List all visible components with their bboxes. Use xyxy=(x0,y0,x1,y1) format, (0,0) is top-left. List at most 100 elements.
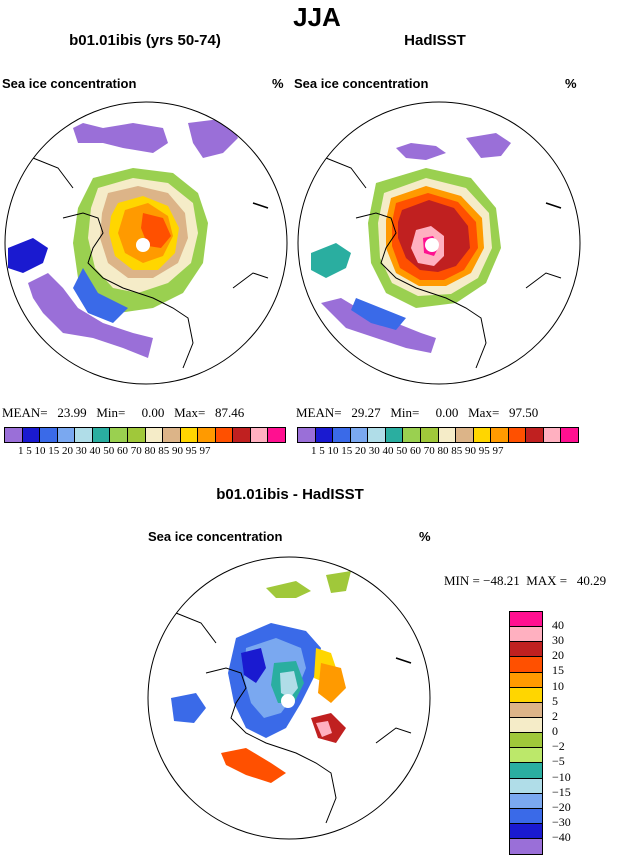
colorbar-swatch xyxy=(57,428,76,442)
left-ice-ne-purple xyxy=(188,118,238,158)
colorbar-tick-label: 30 xyxy=(552,633,564,648)
diff-sw-red xyxy=(221,748,286,783)
colorbar-swatch xyxy=(456,428,474,442)
diff-green-top xyxy=(266,581,311,598)
colorbar-swatch xyxy=(510,823,542,840)
colorbar-swatch xyxy=(333,428,351,442)
colorbar-tick-label: 0 xyxy=(552,724,558,739)
colorbar-swatch xyxy=(145,428,164,442)
right-stats: MEAN= 29.27 Min= 0.00 Max= 97.50 xyxy=(296,405,539,420)
colorbar-swatch xyxy=(473,428,492,442)
left-units-label: % xyxy=(272,76,284,91)
left-pole-hole xyxy=(136,238,150,252)
colorbar-swatch xyxy=(491,428,509,442)
diff-panel-title: b01.01ibis - HadISST xyxy=(216,486,364,503)
colorbar-swatch xyxy=(510,672,542,688)
colorbar-swatch xyxy=(510,657,542,673)
colorbar-swatch xyxy=(75,428,93,442)
colorbar-swatch xyxy=(510,702,542,718)
right-ice-ne-purple xyxy=(466,133,511,158)
colorbar-swatch xyxy=(510,627,542,643)
left-coastline xyxy=(62,212,194,369)
diff-pink-e xyxy=(316,721,332,737)
right-variable-label: Sea ice concentration xyxy=(294,76,429,91)
colorbar-swatch xyxy=(561,428,578,442)
right-polar-map xyxy=(297,101,581,385)
colorbar-tick-label: −5 xyxy=(552,754,565,769)
diff-pole-hole xyxy=(281,694,295,708)
diff-darkblue xyxy=(241,648,266,683)
colorbar-swatch xyxy=(508,428,527,442)
left-variable-label: Sea ice concentration xyxy=(2,76,137,91)
colorbar-tick-label: 2 xyxy=(552,708,558,723)
colorbar-tick-label: −15 xyxy=(552,784,571,799)
diff-variable-label: Sea ice concentration xyxy=(148,529,283,544)
colorbar-swatch xyxy=(180,428,199,442)
colorbar-tick-label: 10 xyxy=(552,678,564,693)
diff-polar-map xyxy=(147,556,431,840)
colorbar-swatch xyxy=(40,428,58,442)
season-title: JJA xyxy=(293,2,341,32)
left-ice-outer-purple xyxy=(73,123,168,153)
colorbar-swatch xyxy=(163,428,181,442)
left-ice-sw-purple xyxy=(28,273,153,358)
colorbar-tick-label: −10 xyxy=(552,769,571,784)
colorbar-swatch xyxy=(510,612,542,628)
colorbar-swatch xyxy=(215,428,234,442)
colorbar-swatch xyxy=(510,733,542,749)
colorbar-tick-label: −40 xyxy=(552,830,571,845)
right-units-label: % xyxy=(565,76,577,91)
left-ice-hudson xyxy=(8,238,48,273)
colorbar-swatch xyxy=(233,428,251,442)
colorbar-tick-label: 20 xyxy=(552,648,564,663)
colorbar-swatch xyxy=(510,763,542,779)
colorbar-swatch xyxy=(385,428,404,442)
diff-units-label: % xyxy=(419,529,431,544)
colorbar-swatch xyxy=(510,748,542,764)
diff-orange-e xyxy=(318,663,346,703)
colorbar-swatch xyxy=(543,428,562,442)
diff-cyan xyxy=(280,671,298,698)
left-polar-map xyxy=(4,101,288,385)
colorbar-tick-label: 15 xyxy=(552,663,564,678)
right-panel-title: HadISST xyxy=(404,32,466,49)
left-ice-red-orange xyxy=(141,213,171,248)
colorbar-swatch xyxy=(510,808,542,824)
colorbar-swatch xyxy=(127,428,146,442)
colorbar-swatch xyxy=(22,428,41,442)
right-colorbar-labels: 1 5 10 15 20 30 40 50 60 70 80 85 90 95 … xyxy=(311,445,504,457)
colorbar-swatch xyxy=(368,428,386,442)
colorbar-tick-label: −30 xyxy=(552,814,571,829)
colorbar-tick-label: −2 xyxy=(552,739,565,754)
colorbar-swatch xyxy=(438,428,457,442)
left-panel-title: b01.01ibis (yrs 50-74) xyxy=(69,32,221,49)
left-colorbar xyxy=(4,427,286,443)
colorbar-swatch xyxy=(526,428,544,442)
colorbar-tick-label: 5 xyxy=(552,693,558,708)
colorbar-swatch xyxy=(198,428,216,442)
colorbar-swatch xyxy=(350,428,369,442)
right-ice-sw-purple xyxy=(321,298,436,353)
left-stats: MEAN= 23.99 Min= 0.00 Max= 87.46 xyxy=(2,405,245,420)
colorbar-swatch xyxy=(110,428,128,442)
diff-green-ne xyxy=(326,571,351,593)
colorbar-swatch xyxy=(315,428,334,442)
colorbar-swatch xyxy=(510,839,542,855)
left-ice-blue-ring xyxy=(73,268,128,323)
colorbar-swatch xyxy=(298,428,316,442)
colorbar-swatch xyxy=(510,793,542,809)
colorbar-swatch xyxy=(510,717,542,734)
colorbar-swatch xyxy=(510,778,542,794)
colorbar-swatch xyxy=(250,428,269,442)
colorbar-swatch xyxy=(510,687,542,703)
diff-hudson-blue xyxy=(171,693,206,723)
right-ice-hudson xyxy=(311,243,351,278)
diff-minmax: MIN = −48.21 MAX = 40.29 xyxy=(444,573,607,588)
left-colorbar-labels: 1 5 10 15 20 30 40 50 60 70 80 85 90 95 … xyxy=(18,445,211,457)
right-pole-hole xyxy=(425,238,439,252)
diff-colorbar xyxy=(509,611,543,855)
colorbar-swatch xyxy=(5,428,23,442)
colorbar-swatch xyxy=(92,428,111,442)
colorbar-swatch xyxy=(403,428,421,442)
colorbar-swatch xyxy=(420,428,439,442)
